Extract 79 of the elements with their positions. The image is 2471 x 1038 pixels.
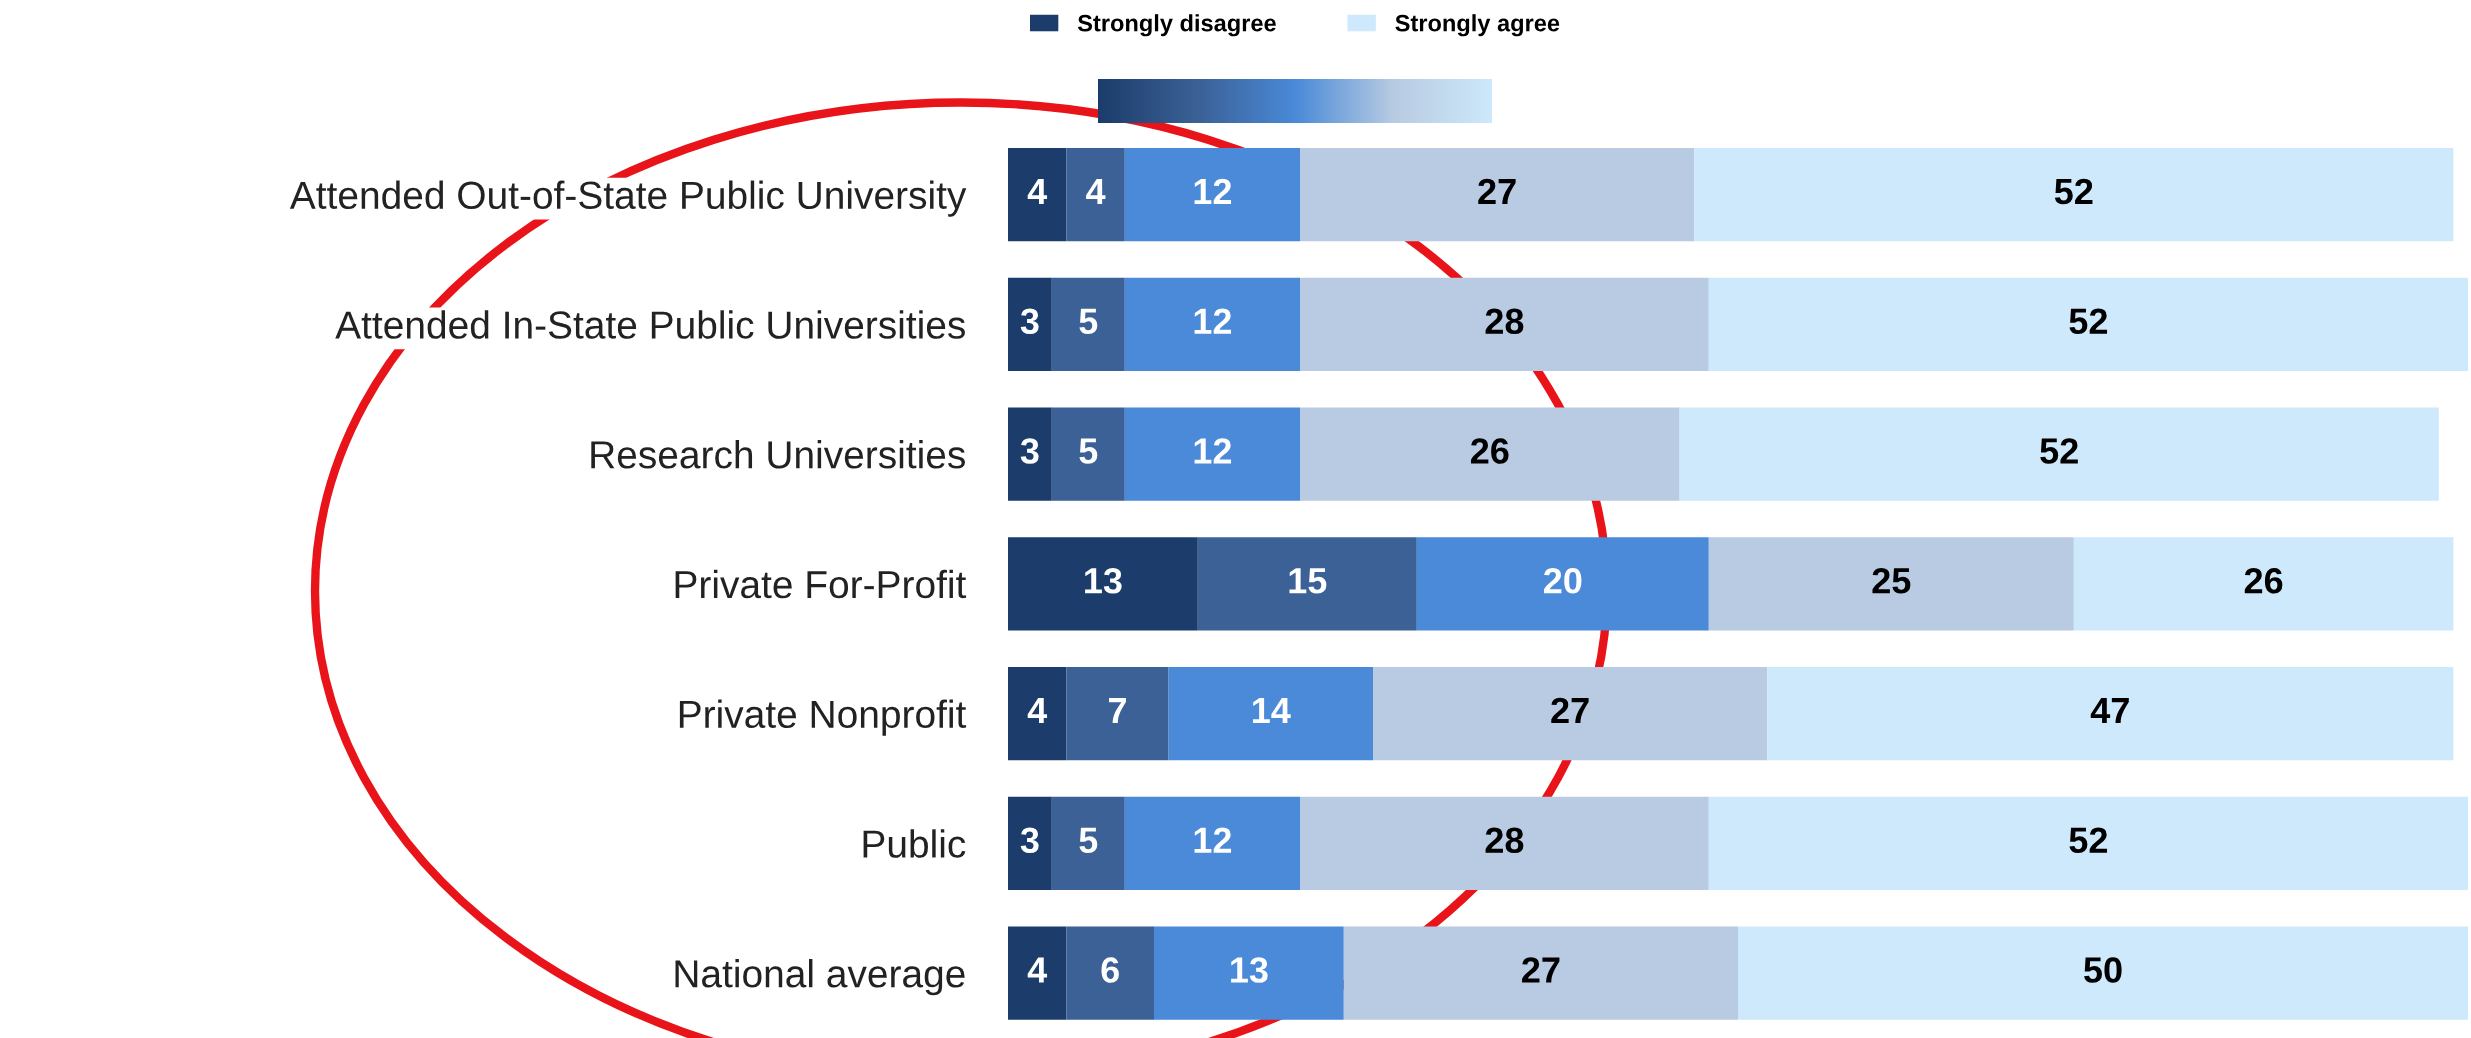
bar [1197, 537, 1417, 631]
data-label: 6 [1101, 957, 1119, 983]
bar [1300, 147, 1695, 242]
bar [2073, 537, 2454, 631]
data-label: 28 [1485, 827, 1524, 854]
bar [1679, 407, 2439, 501]
data-label: 4 [1086, 179, 1106, 204]
data-label: 13 [1231, 957, 1268, 983]
y-tick-label: National average [675, 959, 965, 996]
y-tick-label: Private Nonprofit [679, 699, 967, 736]
data-label: 52 [2054, 178, 2093, 205]
bar [1168, 666, 1373, 761]
data-label: 25 [1872, 568, 1911, 594]
bar [1008, 796, 1052, 891]
data-label: 14 [1252, 698, 1291, 723]
data-label: 3 [1020, 308, 1039, 335]
data-label: 4 [1027, 957, 1048, 983]
bar [1008, 666, 1067, 761]
bar [1124, 147, 1300, 242]
legend-label: Strongly disagree [1077, 14, 1276, 37]
data-label: 26 [2244, 568, 2283, 594]
bar [1694, 147, 2454, 242]
data-label: 20 [1543, 568, 1582, 594]
data-label: 27 [1551, 697, 1589, 723]
data-label: 3 [1020, 438, 1039, 464]
bar [1124, 407, 1300, 501]
bar [1300, 796, 1709, 891]
data-label: 12 [1194, 438, 1232, 464]
bar [1051, 407, 1125, 501]
data-label: 28 [1485, 308, 1524, 335]
data-label: 5 [1079, 438, 1098, 464]
bar [1343, 926, 1738, 1020]
bar [1124, 277, 1300, 372]
bar [1066, 926, 1154, 1020]
bar [1008, 147, 1067, 242]
data-label: 12 [1194, 178, 1232, 204]
data-label: 4 [1027, 698, 1048, 723]
data-label: 15 [1289, 568, 1327, 594]
data-label: 12 [1194, 827, 1232, 853]
bar [1008, 407, 1052, 501]
bar [1008, 926, 1067, 1020]
bar [1008, 537, 1198, 631]
y-tick-label: Private For-Profit [675, 569, 967, 599]
bar [1767, 666, 2454, 761]
data-label: 13 [1085, 568, 1122, 594]
data-label: 3 [1020, 827, 1039, 854]
bar [1738, 926, 2468, 1020]
data-label: 27 [1522, 957, 1560, 983]
bar [1708, 537, 2074, 631]
data-label: 12 [1194, 308, 1232, 334]
bar [1154, 926, 1344, 1020]
data-label: 47 [2090, 698, 2129, 723]
data-label: 26 [1470, 438, 1509, 464]
bar [1051, 796, 1125, 891]
bar [1300, 277, 1709, 372]
bar [1051, 277, 1125, 372]
y-tick-label: Attended Out-of-State Public University [289, 180, 967, 217]
y-tick-label: Research Universities [591, 440, 965, 469]
data-label: 52 [2040, 438, 2078, 464]
bar [1708, 277, 2468, 372]
data-label: 7 [1109, 698, 1126, 723]
bar [1416, 537, 1709, 631]
data-label: 5 [1079, 308, 1098, 335]
y-tick-label: Public [863, 829, 966, 858]
bar [1124, 796, 1300, 891]
data-label: 5 [1079, 827, 1098, 854]
data-label: 52 [2069, 308, 2108, 335]
bar [1008, 277, 1052, 372]
y-tick-label: Attended In-State Public Universities [335, 310, 965, 339]
data-label: 27 [1478, 178, 1516, 204]
bar [1066, 147, 1125, 242]
bar [1708, 796, 2468, 891]
data-label: 50 [2084, 957, 2122, 983]
bar [1300, 407, 1680, 501]
bar [1066, 666, 1169, 761]
bar [1373, 666, 1768, 761]
data-label: 52 [2069, 827, 2108, 854]
data-label: 4 [1027, 179, 1048, 204]
legend-label: Strongly agree [1395, 14, 1560, 37]
